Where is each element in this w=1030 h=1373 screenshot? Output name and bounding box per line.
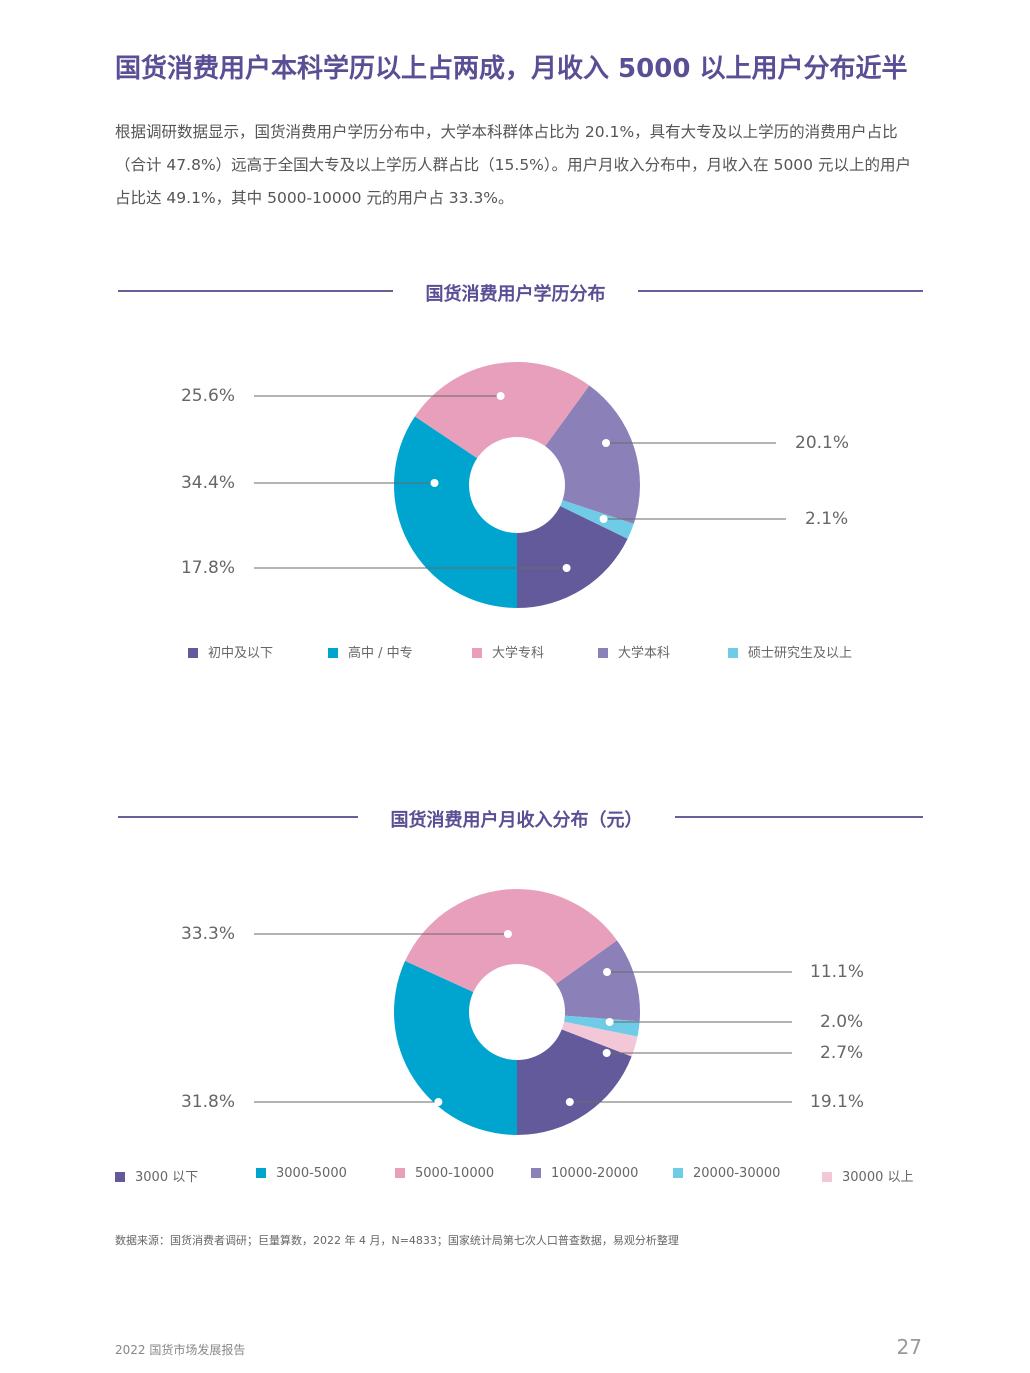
legend-label: 高中 / 中专 xyxy=(348,646,413,661)
value-label: 11.1% xyxy=(810,962,864,982)
income-donut-chart: 19.1% 31.8% 33.3% 11.1% 2.0% 2.7% xyxy=(0,870,1030,1160)
page-number: 27 xyxy=(897,1335,922,1359)
intro-paragraph: 根据调研数据显示，国货消费用户学历分布中，大学本科群体占比为 20.1%，具有大… xyxy=(115,116,925,215)
legend-swatch xyxy=(673,1168,683,1178)
leader-dot xyxy=(600,515,608,523)
chart2-title: 国货消费用户月收入分布（元） xyxy=(358,806,675,832)
value-label: 2.7% xyxy=(820,1043,863,1063)
legend-item: 5000-10000 xyxy=(395,1166,494,1181)
legend-swatch xyxy=(531,1168,541,1178)
legend-label: 5000-10000 xyxy=(415,1166,494,1181)
value-label: 33.3% xyxy=(181,924,235,944)
legend-swatch xyxy=(328,648,338,658)
value-label: 25.6% xyxy=(181,386,235,406)
leader-dot xyxy=(431,479,439,487)
legend-item: 3000 以下 xyxy=(115,1166,198,1185)
legend-swatch xyxy=(395,1168,405,1178)
legend-swatch xyxy=(598,648,608,658)
legend-item: 20000-30000 xyxy=(673,1166,780,1181)
value-label: 20.1% xyxy=(795,433,849,453)
legend-label: 3000-5000 xyxy=(276,1166,347,1181)
legend-label: 20000-30000 xyxy=(693,1166,780,1181)
legend-item: 3000-5000 xyxy=(256,1166,347,1181)
legend-item: 大学本科 xyxy=(598,642,670,661)
legend-item: 10000-20000 xyxy=(531,1166,638,1181)
leader-dot xyxy=(497,392,505,400)
legend-label: 30000 以上 xyxy=(842,1170,914,1185)
section-divider-right xyxy=(675,816,923,818)
legend-item: 硕士研究生及以上 xyxy=(728,642,852,661)
legend-swatch xyxy=(188,648,198,658)
legend-label: 3000 以下 xyxy=(135,1170,198,1185)
legend-label: 10000-20000 xyxy=(551,1166,638,1181)
leader-dot xyxy=(602,439,610,447)
value-label: 34.4% xyxy=(181,473,235,493)
value-label: 2.1% xyxy=(805,509,848,529)
value-label: 17.8% xyxy=(181,558,235,578)
legend-swatch xyxy=(472,648,482,658)
leader-dot xyxy=(566,1098,574,1106)
section-divider-left xyxy=(118,816,358,818)
page-headline: 国货消费用户本科学历以上占两成，月收入 5000 以上用户分布近半 xyxy=(115,48,935,85)
footer-report-name: 2022 国货市场发展报告 xyxy=(115,1341,245,1358)
leader-dot xyxy=(603,968,611,976)
legend-label: 大学本科 xyxy=(618,646,670,661)
chart1-title: 国货消费用户学历分布 xyxy=(393,280,638,306)
slice-income-1 xyxy=(394,961,517,1135)
value-label: 19.1% xyxy=(810,1092,864,1112)
legend-label: 初中及以下 xyxy=(208,646,273,661)
legend-swatch xyxy=(115,1172,125,1182)
legend-item: 大学专科 xyxy=(472,642,544,661)
section-divider-right xyxy=(638,290,923,292)
section-divider-left xyxy=(118,290,393,292)
leader-dot xyxy=(504,930,512,938)
leader-dot xyxy=(603,1049,611,1057)
education-donut-chart: 17.8% 34.4% 25.6% 20.1% 2.1% xyxy=(0,340,1030,630)
value-label: 31.8% xyxy=(181,1092,235,1112)
legend-label: 大学专科 xyxy=(492,646,544,661)
legend-item: 高中 / 中专 xyxy=(328,642,413,661)
leader-dot xyxy=(563,564,571,572)
leader-dot xyxy=(606,1018,614,1026)
legend-item: 30000 以上 xyxy=(822,1166,914,1185)
legend-swatch xyxy=(256,1168,266,1178)
legend-item: 初中及以下 xyxy=(188,642,273,661)
legend-swatch xyxy=(728,648,738,658)
legend-label: 硕士研究生及以上 xyxy=(748,646,852,661)
legend-swatch xyxy=(822,1172,832,1182)
value-label: 2.0% xyxy=(820,1012,863,1032)
slice-edu-1 xyxy=(394,417,517,608)
leader-dot xyxy=(434,1098,442,1106)
data-source-note: 数据来源：国货消费者调研；巨量算数，2022 年 4 月，N=4833；国家统计… xyxy=(115,1232,679,1248)
